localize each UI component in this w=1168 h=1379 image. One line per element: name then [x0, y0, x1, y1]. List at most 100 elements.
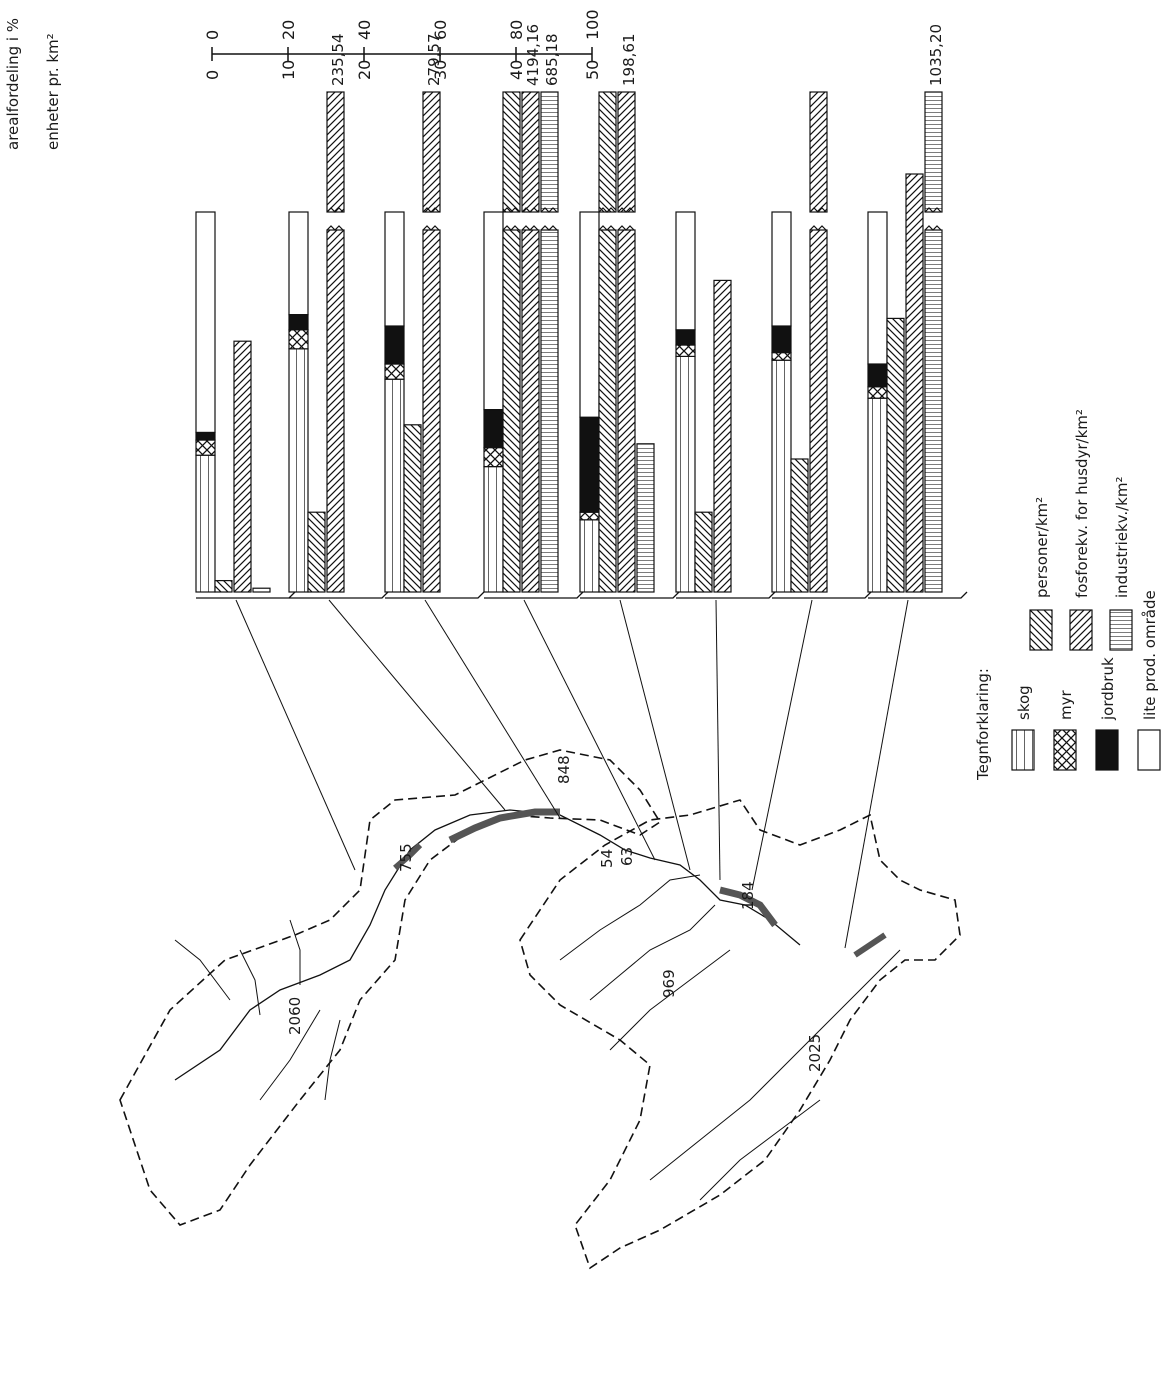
legend-label-fosfor: fosforekv. for husdyr/km²: [1073, 409, 1091, 598]
value-label-industri: 1035,20: [927, 24, 945, 86]
bar-groups: 235,54 279,57 4194,16 685,18 198,61 1035,20: [195, 24, 968, 599]
group-baseline: [289, 591, 389, 599]
leader-line: [619, 599, 691, 871]
leader-line: [751, 599, 813, 891]
bar-group: 4194,16 685,18: [483, 24, 584, 599]
break-mark: [809, 225, 827, 231]
density-bar-fosfor: [809, 229, 828, 593]
density-bar-industri: [540, 229, 559, 593]
break-mark: [422, 207, 440, 213]
map-label-2060: 2060: [286, 997, 304, 1035]
legend-label-myr: myr: [1057, 690, 1075, 720]
legend-swatch-industri: [1109, 609, 1133, 651]
break-mark: [809, 207, 827, 213]
land-segment-jordbruk: [288, 314, 309, 331]
land-segment-myr: [483, 447, 504, 468]
river-main: [174, 809, 801, 1081]
lake-2: [393, 842, 423, 871]
density-bar-personer: [403, 424, 422, 593]
land-segment-skog: [675, 355, 696, 593]
break-mark: [617, 207, 635, 213]
value-label-fosfor: 4194,16: [524, 24, 542, 86]
density-bar-personer: [307, 511, 326, 593]
break-mark: [924, 225, 942, 231]
land-segment-jordbruk: [771, 325, 792, 354]
unit-tick-label: 30: [431, 60, 450, 80]
land-segment-jordbruk: [483, 409, 504, 449]
bar-group: 198,61: [579, 34, 680, 599]
land-segment-lite: [579, 211, 600, 418]
map-label-54: 54: [598, 849, 616, 868]
break-mark: [617, 225, 635, 231]
pct-tick-label: 40: [355, 20, 374, 40]
land-segment-myr: [384, 363, 405, 380]
group-baseline: [196, 591, 296, 599]
legend-label-industri: industriekv./km²: [1113, 477, 1131, 599]
map-label-969: 969: [660, 969, 678, 998]
bar-group: [195, 211, 296, 599]
pct-tick-label: 100: [583, 9, 602, 40]
land-segment-myr: [288, 329, 309, 350]
density-bar-personer-top: [598, 91, 617, 213]
legend-swatch-personer: [1029, 609, 1053, 651]
lake-1: [448, 808, 560, 844]
density-bar-fosfor-top: [521, 91, 540, 213]
leader-lines: [235, 599, 909, 949]
map-label-755: 755: [397, 843, 415, 872]
leader-line: [235, 599, 356, 871]
lake-4: [853, 932, 887, 958]
legend-swatch-jordbruk: [1095, 729, 1119, 771]
map-label-2025: 2025: [806, 1034, 824, 1072]
legend-label-lite: lite prod. område: [1141, 590, 1159, 720]
pct-tick-label: 80: [507, 20, 526, 40]
density-bar-industri-top: [540, 91, 559, 213]
land-segment-lite: [483, 211, 504, 411]
break-mark: [540, 207, 558, 213]
density-bar-personer: [214, 579, 233, 593]
value-label-industri: 685,18: [543, 34, 561, 87]
land-segment-skog: [771, 359, 792, 593]
density-bar-personer-top: [502, 91, 521, 213]
density-bar-fosfor-top: [809, 91, 828, 213]
legend-title: Tegnforklaring:: [974, 668, 992, 781]
land-segment-myr: [867, 386, 888, 399]
unit-tick-label: 0: [203, 70, 222, 80]
group-baseline: [385, 591, 485, 599]
group-baseline: [772, 591, 872, 599]
density-bar-fosfor-top: [422, 91, 441, 213]
legend-swatch-lite: [1137, 729, 1161, 771]
density-bar-industri-top: [924, 91, 943, 213]
break-mark: [502, 207, 520, 213]
value-axis: 0 0 20 10 40 20 60 30 80 40 100 50 arealfordeling i …: [4, 9, 602, 150]
density-bar-industri: [636, 443, 655, 593]
break-mark: [521, 225, 539, 231]
land-segment-jordbruk: [384, 325, 405, 365]
land-segment-jordbruk: [867, 363, 888, 388]
density-bar-personer: [694, 511, 713, 593]
break-mark: [924, 207, 942, 213]
land-segment-lite: [384, 211, 405, 327]
density-bar-personer: [598, 229, 617, 593]
pct-tick-label: 60: [431, 20, 450, 40]
break-mark: [598, 225, 616, 231]
leader-line: [523, 599, 656, 861]
value-label-fosfor: 198,61: [620, 34, 638, 87]
catchment-map: 2060 755 848 54 63 969 184 2025: [119, 749, 961, 1270]
lake-3: [719, 886, 778, 928]
unit-axis-title: enheter pr. km²: [44, 33, 62, 150]
leader-line: [844, 599, 909, 949]
land-segment-skog: [483, 466, 504, 593]
land-segment-jordbruk: [675, 329, 696, 346]
leader-line: [424, 599, 561, 819]
density-bar-industri: [924, 229, 943, 593]
map-label-184: 184: [739, 881, 757, 910]
density-bar-fosfor: [422, 229, 441, 593]
density-bar-fosfor: [326, 229, 345, 593]
land-segment-lite: [867, 211, 888, 365]
land-segment-lite: [288, 211, 309, 316]
density-bar-fosfor: [233, 340, 252, 593]
group-baseline: [676, 591, 776, 599]
river-branch-2: [559, 874, 731, 1051]
break-mark: [326, 225, 344, 231]
break-mark: [326, 207, 344, 213]
